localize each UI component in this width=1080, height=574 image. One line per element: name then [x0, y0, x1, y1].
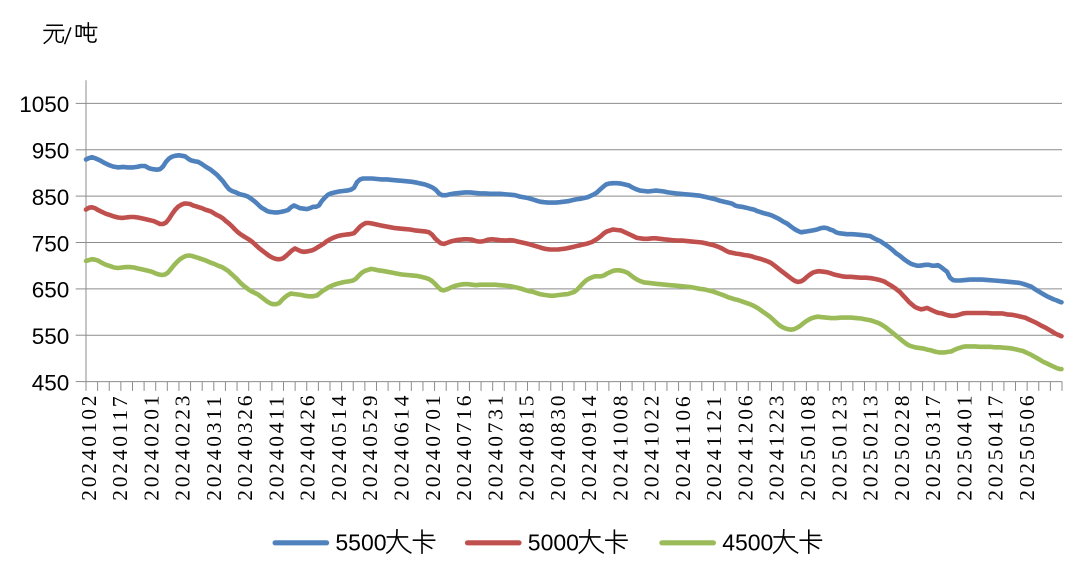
svg-text:750: 750 [32, 231, 70, 256]
svg-text:20240614: 20240614 [390, 393, 414, 501]
svg-text:20241022: 20241022 [640, 393, 664, 501]
svg-text:20250506: 20250506 [1015, 393, 1039, 501]
svg-text:20240830: 20240830 [546, 393, 570, 501]
svg-text:20240514: 20240514 [327, 393, 351, 501]
svg-text:20250213: 20250213 [859, 393, 883, 501]
svg-text:20250317: 20250317 [921, 393, 945, 501]
svg-text:20250401: 20250401 [952, 393, 976, 501]
svg-text:20240716: 20240716 [452, 393, 476, 501]
svg-text:20241106: 20241106 [671, 394, 695, 501]
svg-text:20240326: 20240326 [233, 393, 257, 501]
svg-text:550: 550 [32, 324, 70, 349]
svg-text:20240426: 20240426 [296, 393, 320, 501]
svg-text:1050: 1050 [19, 92, 69, 117]
svg-text:20241223: 20241223 [765, 393, 789, 501]
svg-text:4500: 4500 [722, 530, 773, 556]
svg-text:20241008: 20241008 [608, 393, 632, 501]
svg-text:20240223: 20240223 [171, 393, 195, 501]
svg-text:20241206: 20241206 [734, 393, 758, 501]
svg-text:650: 650 [32, 278, 70, 303]
svg-text:20240815: 20240815 [515, 393, 539, 501]
svg-text:20240411: 20240411 [264, 394, 288, 501]
svg-text:20240311: 20240311 [202, 394, 226, 501]
svg-text:5000: 5000 [528, 530, 579, 556]
svg-text:20250417: 20250417 [984, 393, 1008, 501]
svg-text:20250108: 20250108 [796, 393, 820, 501]
svg-text:20241121: 20241121 [702, 394, 726, 501]
svg-text:20250228: 20250228 [890, 393, 914, 501]
svg-text:20240102: 20240102 [77, 393, 101, 501]
svg-text:20240201: 20240201 [139, 393, 163, 501]
svg-text:950: 950 [32, 139, 70, 164]
svg-text:20250123: 20250123 [827, 393, 851, 501]
svg-text:20240117: 20240117 [108, 394, 132, 501]
svg-text:20240529: 20240529 [358, 393, 382, 501]
svg-text:850: 850 [32, 185, 70, 210]
svg-text:20240701: 20240701 [421, 393, 445, 501]
svg-text:20240731: 20240731 [483, 393, 507, 501]
svg-text:450: 450 [32, 370, 70, 395]
svg-text:5500: 5500 [335, 530, 386, 556]
svg-text:20240914: 20240914 [577, 393, 601, 501]
